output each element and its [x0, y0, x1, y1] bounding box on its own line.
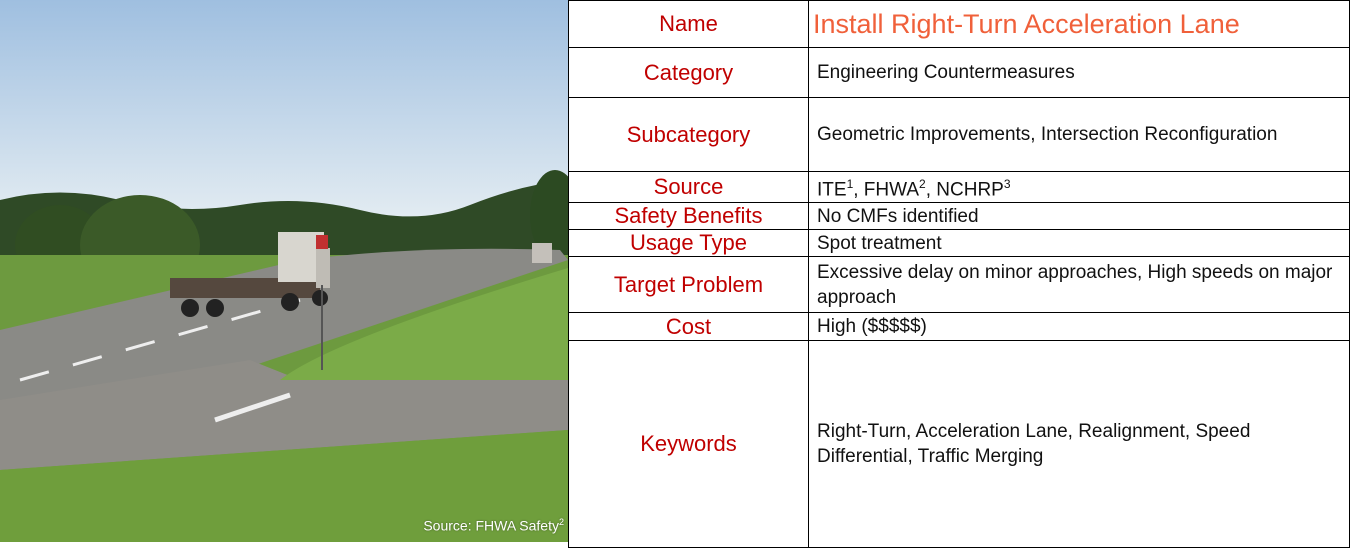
row-value: High ($$$$$): [808, 312, 1350, 342]
source-note: 2: [919, 177, 926, 191]
source-note: 3: [1003, 177, 1011, 191]
info-table: Name Install Right-Turn Acceleration Lane…: [568, 0, 1350, 548]
row-value: Spot treatment: [808, 229, 1350, 258]
caption-text: Source: FHWA Safety: [423, 518, 559, 534]
table-row: Usage Type Spot treatment: [568, 229, 1350, 258]
row-value: Install Right-Turn Acceleration Lane: [808, 0, 1350, 48]
row-value: ITE1, FHWA2, NCHRP3: [808, 170, 1350, 204]
source-name: , FHWA: [853, 179, 920, 201]
row-label: Usage Type: [568, 229, 809, 258]
row-value: Excessive delay on minor approaches, Hig…: [808, 256, 1350, 314]
row-label: Subcategory: [568, 97, 809, 172]
photo: [0, 0, 568, 542]
row-label: Name: [568, 0, 809, 48]
photo-caption: Source: FHWA Safety2: [423, 517, 564, 534]
row-value: Engineering Countermeasures: [808, 47, 1350, 98]
source-note: 1: [846, 177, 854, 191]
table-row: Source ITE1, FHWA2, NCHRP3: [568, 170, 1350, 204]
source-name: ITE: [817, 179, 847, 201]
row-label: Category: [568, 47, 809, 98]
row-label: Target Problem: [568, 256, 809, 314]
caption-note: 2: [558, 517, 564, 528]
row-label: Cost: [568, 312, 809, 342]
table-row: Cost High ($$$$$): [568, 312, 1350, 342]
table-row: Safety Benefits No CMFs identified: [568, 202, 1350, 231]
row-label: Source: [568, 170, 809, 204]
table-row: Target Problem Excessive delay on minor a…: [568, 256, 1350, 314]
row-value: Right-Turn, Acceleration Lane, Realignme…: [808, 340, 1350, 548]
row-label: Keywords: [568, 340, 809, 548]
table-row: Keywords Right-Turn, Acceleration Lane, R…: [568, 340, 1350, 548]
table-row: Category Engineering Countermeasures: [568, 47, 1350, 98]
row-label: Safety Benefits: [568, 202, 809, 231]
row-value: Geometric Improvements, Intersection Rec…: [808, 97, 1350, 172]
table-row: Name Install Right-Turn Acceleration Lane: [568, 0, 1350, 48]
row-value: No CMFs identified: [808, 202, 1350, 231]
source-name: , NCHRP: [925, 179, 1004, 201]
table-row: Subcategory Geometric Improvements, Inter…: [568, 97, 1350, 172]
